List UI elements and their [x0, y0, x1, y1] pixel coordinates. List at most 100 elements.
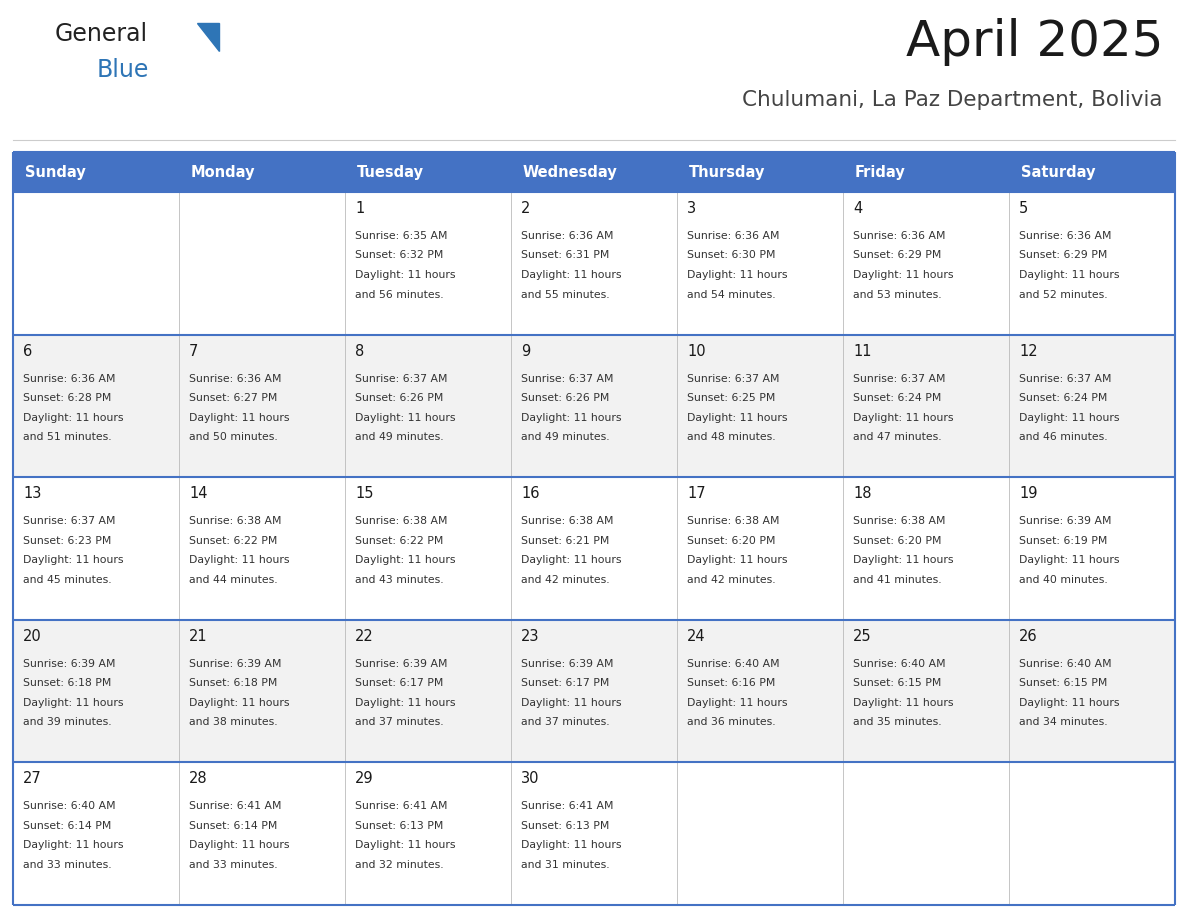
- Bar: [677, 152, 843, 192]
- Text: 11: 11: [853, 343, 872, 359]
- Text: Thursday: Thursday: [689, 164, 765, 180]
- Text: Sunrise: 6:37 AM: Sunrise: 6:37 AM: [1019, 374, 1112, 384]
- Text: and 45 minutes.: and 45 minutes.: [23, 575, 112, 585]
- Text: 23: 23: [522, 629, 539, 644]
- Text: 17: 17: [687, 487, 706, 501]
- Text: 28: 28: [189, 771, 208, 787]
- Text: and 49 minutes.: and 49 minutes.: [355, 432, 443, 442]
- Text: Sunset: 6:16 PM: Sunset: 6:16 PM: [687, 678, 776, 688]
- Bar: [13, 763, 1175, 905]
- Text: and 33 minutes.: and 33 minutes.: [189, 860, 278, 870]
- Text: Sunset: 6:18 PM: Sunset: 6:18 PM: [189, 678, 277, 688]
- Text: Sunrise: 6:39 AM: Sunrise: 6:39 AM: [355, 659, 448, 669]
- Text: 26: 26: [1019, 629, 1037, 644]
- Bar: [179, 152, 345, 192]
- Text: Sunset: 6:15 PM: Sunset: 6:15 PM: [1019, 678, 1107, 688]
- Text: Sunset: 6:22 PM: Sunset: 6:22 PM: [189, 536, 277, 545]
- Text: Daylight: 11 hours: Daylight: 11 hours: [355, 270, 455, 280]
- Text: and 31 minutes.: and 31 minutes.: [522, 860, 609, 870]
- Text: Daylight: 11 hours: Daylight: 11 hours: [853, 412, 954, 422]
- Bar: [13, 477, 1175, 620]
- Text: and 34 minutes.: and 34 minutes.: [1019, 717, 1107, 727]
- Text: General: General: [55, 22, 148, 46]
- Text: Sunset: 6:28 PM: Sunset: 6:28 PM: [23, 393, 112, 403]
- Bar: [843, 152, 1009, 192]
- Text: Daylight: 11 hours: Daylight: 11 hours: [522, 555, 621, 565]
- Text: Daylight: 11 hours: Daylight: 11 hours: [23, 698, 124, 708]
- Text: Sunrise: 6:40 AM: Sunrise: 6:40 AM: [687, 659, 779, 669]
- Text: Sunrise: 6:39 AM: Sunrise: 6:39 AM: [23, 659, 115, 669]
- Text: Daylight: 11 hours: Daylight: 11 hours: [23, 412, 124, 422]
- Text: 14: 14: [189, 487, 208, 501]
- Text: Friday: Friday: [855, 164, 905, 180]
- Text: Monday: Monday: [191, 164, 255, 180]
- Text: 13: 13: [23, 487, 42, 501]
- Text: and 56 minutes.: and 56 minutes.: [355, 289, 443, 299]
- Text: Sunset: 6:14 PM: Sunset: 6:14 PM: [189, 821, 277, 831]
- Text: Sunset: 6:13 PM: Sunset: 6:13 PM: [355, 821, 443, 831]
- Text: 4: 4: [853, 201, 862, 216]
- Text: Daylight: 11 hours: Daylight: 11 hours: [189, 840, 290, 850]
- Text: 8: 8: [355, 343, 365, 359]
- Text: 25: 25: [853, 629, 872, 644]
- Text: 27: 27: [23, 771, 42, 787]
- Text: and 42 minutes.: and 42 minutes.: [687, 575, 776, 585]
- Text: Sunrise: 6:37 AM: Sunrise: 6:37 AM: [853, 374, 946, 384]
- Text: and 51 minutes.: and 51 minutes.: [23, 432, 112, 442]
- Text: and 39 minutes.: and 39 minutes.: [23, 717, 112, 727]
- Text: Sunset: 6:32 PM: Sunset: 6:32 PM: [355, 251, 443, 261]
- Text: Sunrise: 6:37 AM: Sunrise: 6:37 AM: [522, 374, 613, 384]
- Bar: [1009, 152, 1175, 192]
- Text: and 43 minutes.: and 43 minutes.: [355, 575, 443, 585]
- Text: Sunrise: 6:36 AM: Sunrise: 6:36 AM: [522, 231, 613, 241]
- Text: Daylight: 11 hours: Daylight: 11 hours: [1019, 555, 1119, 565]
- Text: and 50 minutes.: and 50 minutes.: [189, 432, 278, 442]
- Text: Sunset: 6:26 PM: Sunset: 6:26 PM: [355, 393, 443, 403]
- Text: Sunset: 6:23 PM: Sunset: 6:23 PM: [23, 536, 112, 545]
- Text: and 32 minutes.: and 32 minutes.: [355, 860, 443, 870]
- Text: Sunset: 6:27 PM: Sunset: 6:27 PM: [189, 393, 277, 403]
- Text: Wednesday: Wednesday: [523, 164, 618, 180]
- Text: and 49 minutes.: and 49 minutes.: [522, 432, 609, 442]
- Text: 15: 15: [355, 487, 373, 501]
- Text: Blue: Blue: [97, 58, 150, 82]
- Text: 29: 29: [355, 771, 373, 787]
- Text: 3: 3: [687, 201, 696, 216]
- Text: 24: 24: [687, 629, 706, 644]
- Text: and 55 minutes.: and 55 minutes.: [522, 289, 609, 299]
- Text: Daylight: 11 hours: Daylight: 11 hours: [853, 698, 954, 708]
- Text: Sunset: 6:21 PM: Sunset: 6:21 PM: [522, 536, 609, 545]
- Text: Sunrise: 6:36 AM: Sunrise: 6:36 AM: [1019, 231, 1112, 241]
- Text: Daylight: 11 hours: Daylight: 11 hours: [355, 412, 455, 422]
- Bar: [345, 152, 511, 192]
- Text: Daylight: 11 hours: Daylight: 11 hours: [687, 555, 788, 565]
- Text: Sunset: 6:26 PM: Sunset: 6:26 PM: [522, 393, 609, 403]
- Text: Daylight: 11 hours: Daylight: 11 hours: [355, 840, 455, 850]
- Text: 12: 12: [1019, 343, 1037, 359]
- Text: Saturday: Saturday: [1020, 164, 1095, 180]
- Text: Sunset: 6:20 PM: Sunset: 6:20 PM: [687, 536, 776, 545]
- Text: Sunrise: 6:41 AM: Sunrise: 6:41 AM: [522, 801, 613, 812]
- Text: Daylight: 11 hours: Daylight: 11 hours: [853, 555, 954, 565]
- Text: Daylight: 11 hours: Daylight: 11 hours: [1019, 270, 1119, 280]
- Text: Daylight: 11 hours: Daylight: 11 hours: [1019, 412, 1119, 422]
- Text: April 2025: April 2025: [905, 18, 1163, 66]
- Text: Daylight: 11 hours: Daylight: 11 hours: [522, 698, 621, 708]
- Text: Sunset: 6:25 PM: Sunset: 6:25 PM: [687, 393, 776, 403]
- Text: Daylight: 11 hours: Daylight: 11 hours: [687, 412, 788, 422]
- Text: Sunset: 6:14 PM: Sunset: 6:14 PM: [23, 821, 112, 831]
- Text: and 53 minutes.: and 53 minutes.: [853, 289, 942, 299]
- Text: Tuesday: Tuesday: [358, 164, 424, 180]
- Text: Sunrise: 6:37 AM: Sunrise: 6:37 AM: [23, 516, 115, 526]
- Text: Sunrise: 6:37 AM: Sunrise: 6:37 AM: [355, 374, 448, 384]
- Text: Sunrise: 6:39 AM: Sunrise: 6:39 AM: [189, 659, 282, 669]
- Text: 20: 20: [23, 629, 42, 644]
- Text: 7: 7: [189, 343, 198, 359]
- Text: 19: 19: [1019, 487, 1037, 501]
- Text: Sunset: 6:22 PM: Sunset: 6:22 PM: [355, 536, 443, 545]
- Text: Sunrise: 6:40 AM: Sunrise: 6:40 AM: [1019, 659, 1112, 669]
- Text: 18: 18: [853, 487, 872, 501]
- Text: and 37 minutes.: and 37 minutes.: [355, 717, 443, 727]
- Text: Sunset: 6:15 PM: Sunset: 6:15 PM: [853, 678, 941, 688]
- Text: and 54 minutes.: and 54 minutes.: [687, 289, 776, 299]
